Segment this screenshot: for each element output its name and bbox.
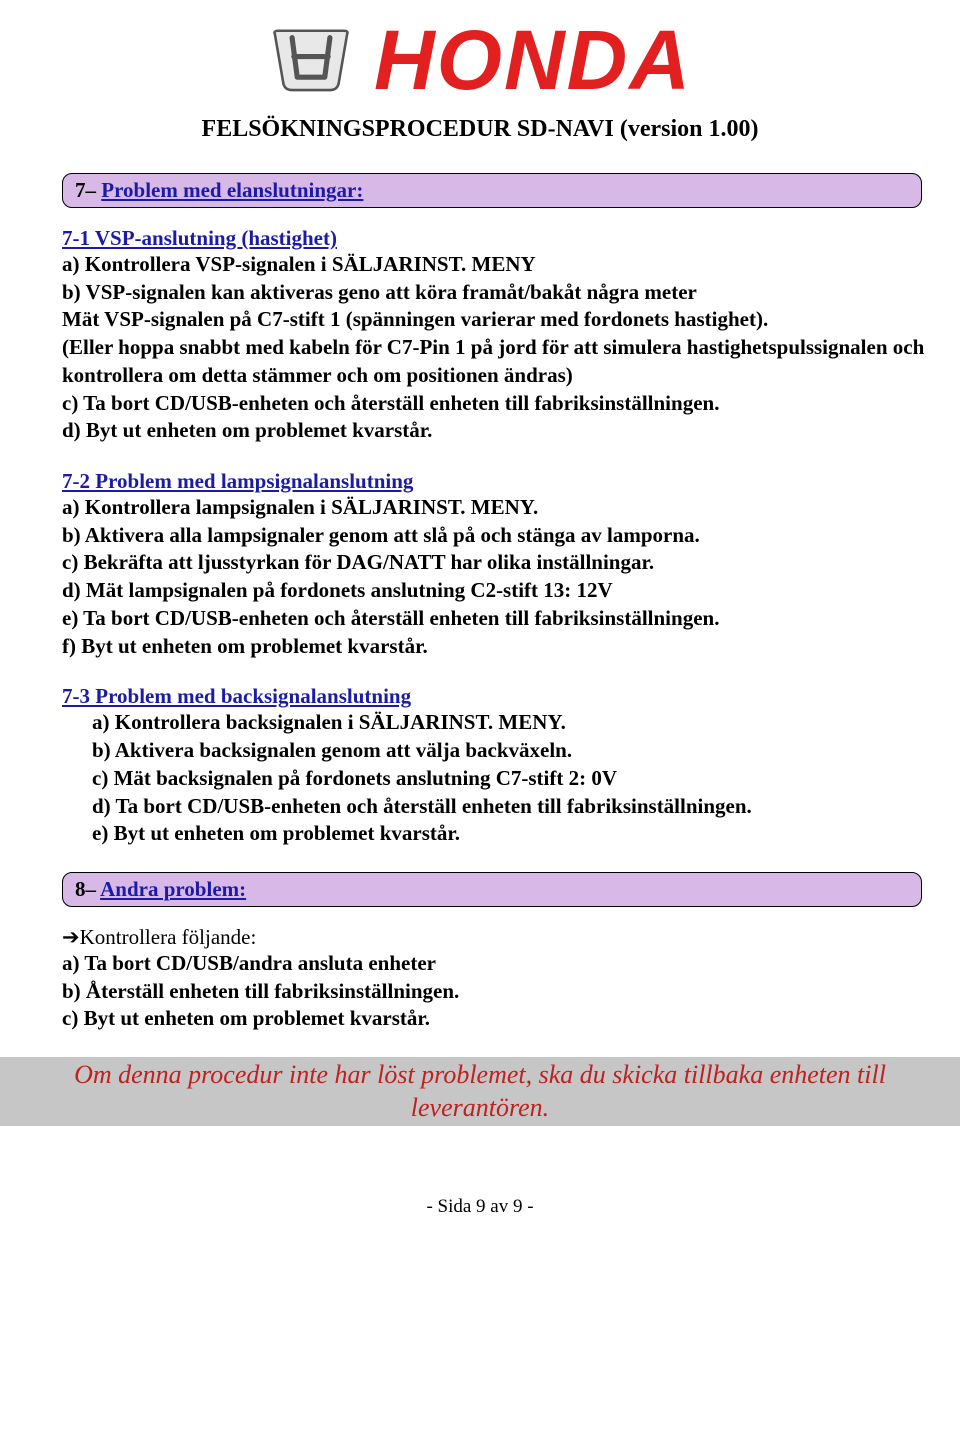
section-7-1-heading[interactable]: 7-1 VSP-anslutning (hastighet) <box>62 226 960 251</box>
section-8-callout: 8– Andra problem: <box>62 872 922 907</box>
honda-wordmark: HONDA <box>374 18 692 102</box>
list-item: a) Kontrollera VSP-signalen i SÄLJARINST… <box>62 251 960 279</box>
list-item: c) Byt ut enheten om problemet kvarstår. <box>62 1005 960 1033</box>
section-7-3: 7-3 Problem med backsignalanslutning a) … <box>62 684 960 848</box>
section-7-3-heading[interactable]: 7-3 Problem med backsignalanslutning <box>62 684 960 709</box>
list-item: (Eller hoppa snabbt med kabeln för C7-Pi… <box>62 334 960 389</box>
list-item: c) Mät backsignalen på fordonets anslutn… <box>62 765 960 793</box>
callout-title-link[interactable]: Andra problem: <box>100 877 246 901</box>
list-item: d) Ta bort CD/USB-enheten och återställ … <box>62 793 960 821</box>
list-item: c) Bekräfta att ljusstyrkan för DAG/NATT… <box>62 549 960 577</box>
list-item: Mät VSP-signalen på C7-stift 1 (spänning… <box>62 306 960 334</box>
list-item: b) Aktivera backsignalen genom att välja… <box>62 737 960 765</box>
section-7-2-heading[interactable]: 7-2 Problem med lampsignalanslutning <box>62 469 960 494</box>
arrow-right-icon: ➔ <box>62 926 80 949</box>
list-item: e) Byt ut enheten om problemet kvarstår. <box>62 820 960 848</box>
header-logo-row: HONDA <box>0 18 960 102</box>
list-item: b) Aktivera alla lampsignaler genom att … <box>62 522 960 550</box>
list-item: d) Byt ut enheten om problemet kvarstår. <box>62 417 960 445</box>
list-item: a) Ta bort CD/USB/andra ansluta enheter <box>62 950 960 978</box>
list-item: c) Ta bort CD/USB-enheten och återställ … <box>62 390 960 418</box>
list-item: f) Byt ut enheten om problemet kvarstår. <box>62 633 960 661</box>
arrow-text: Kontrollera följande: <box>80 925 257 949</box>
section-7-1: 7-1 VSP-anslutning (hastighet) a) Kontro… <box>62 226 960 445</box>
section-7-2: 7-2 Problem med lampsignalanslutning a) … <box>62 469 960 660</box>
list-item: b) Återställ enheten till fabriksinställ… <box>62 978 960 1006</box>
callout-title-link[interactable]: Problem med elanslutningar: <box>101 178 363 202</box>
callout-number: 7– <box>75 178 96 202</box>
section-8-body: ➔Kontrollera följande: a) Ta bort CD/USB… <box>62 925 960 1033</box>
list-item: d) Mät lampsignalen på fordonets anslutn… <box>62 577 960 605</box>
arrow-intro: ➔Kontrollera följande: <box>62 925 960 950</box>
honda-badge-icon <box>268 25 354 95</box>
list-item: b) VSP-signalen kan aktiveras geno att k… <box>62 279 960 307</box>
list-item: a) Kontrollera backsignalen i SÄLJARINST… <box>62 709 960 737</box>
callout-number: 8– <box>75 877 96 901</box>
final-notice-banner: Om denna procedur inte har löst probleme… <box>0 1057 960 1126</box>
page-footer: - Sida 9 av 9 - <box>0 1196 960 1218</box>
document-title: FELSÖKNINGSPROCEDUR SD-NAVI (version 1.0… <box>0 116 960 143</box>
list-item: e) Ta bort CD/USB-enheten och återställ … <box>62 605 960 633</box>
document-body: 7– Problem med elanslutningar: 7-1 VSP-a… <box>0 143 960 1033</box>
section-7-callout: 7– Problem med elanslutningar: <box>62 173 922 208</box>
list-item: a) Kontrollera lampsignalen i SÄLJARINST… <box>62 494 960 522</box>
